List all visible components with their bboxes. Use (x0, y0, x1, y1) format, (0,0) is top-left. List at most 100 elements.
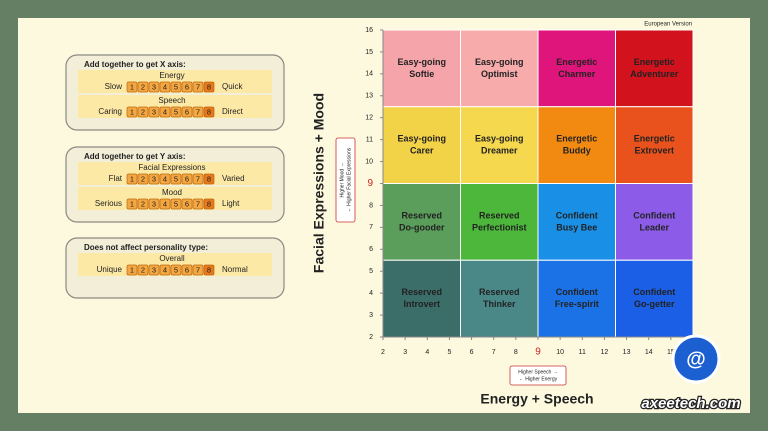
scale-box (126, 198, 138, 210)
scale-number: 3 (152, 107, 156, 116)
scale-number: 1 (130, 199, 134, 208)
scale-number: 8 (207, 82, 211, 91)
y-tick-label: 7 (369, 224, 373, 231)
scale-number: 3 (152, 199, 156, 208)
scale-number: 4 (163, 82, 167, 91)
scale-number: 7 (196, 107, 200, 116)
y-tick-label: 12 (365, 115, 373, 122)
scale-box (148, 198, 160, 210)
x-tick-label: 8 (514, 349, 518, 356)
scale-box (170, 198, 182, 210)
y-tick-label: 10 (365, 158, 373, 165)
row-band (78, 95, 272, 118)
scale-number: 2 (141, 265, 145, 274)
scale-box (181, 106, 193, 118)
x-tick-label: 9 (535, 347, 541, 358)
scale-box (126, 264, 138, 276)
scale-box (137, 173, 149, 185)
scale-box (203, 81, 215, 93)
scale-box (192, 264, 204, 276)
panel-heading: Add together to get X axis: (84, 60, 186, 69)
cell-label: Busy Bee (556, 222, 597, 232)
scale-box (137, 106, 149, 118)
row-title: Energy (159, 71, 184, 80)
scale-box (192, 173, 204, 185)
cell (615, 259, 694, 338)
row-band (78, 162, 272, 185)
scale-box (170, 173, 182, 185)
scale-number: 7 (196, 199, 200, 208)
row-right: Light (222, 199, 240, 208)
scale-number: 3 (152, 174, 156, 183)
scale-box (148, 173, 160, 185)
y-tick-label: 16 (365, 27, 373, 34)
cell-label: Adventurer (630, 69, 679, 79)
x-tick-label: 14 (645, 349, 653, 356)
row-band (78, 70, 272, 93)
scale-box (203, 198, 215, 210)
scale-number: 4 (163, 199, 167, 208)
scale-box (181, 173, 193, 185)
cell-label: Carer (410, 146, 434, 156)
x-tick-label: 6 (470, 349, 474, 356)
scale-number: 1 (130, 174, 134, 183)
panel-heading: Add together to get Y axis: (84, 152, 186, 161)
scale-number: 8 (207, 107, 211, 116)
cell-label: Confident (556, 210, 598, 220)
y-tick-label: 5 (369, 268, 373, 275)
scale-number: 8 (207, 199, 211, 208)
scale-number: 7 (196, 265, 200, 274)
scale-number: 4 (163, 265, 167, 274)
row-band (78, 253, 272, 276)
x-tick-label: 4 (425, 349, 429, 356)
cell-label: Reserved (479, 210, 520, 220)
scale-number: 8 (207, 174, 211, 183)
cell (537, 106, 616, 184)
row-title: Facial Expressions (138, 163, 205, 172)
y-note-box (335, 137, 356, 223)
cell-label: Confident (633, 210, 675, 220)
cell (615, 106, 694, 184)
x-note-box (509, 365, 567, 386)
scale-number: 6 (185, 174, 189, 183)
x-tick-label: 15 (667, 349, 675, 356)
scale-box (192, 81, 204, 93)
scale-box (126, 173, 138, 185)
cell-label: Reserved (479, 287, 520, 297)
x-title: Energy + Speech (480, 391, 593, 407)
row-left: Unique (97, 265, 123, 274)
cell-label: Energetic (634, 134, 675, 144)
cell-label: Energetic (556, 134, 597, 144)
scale-number: 7 (196, 82, 200, 91)
cell-label: Easy-going (397, 134, 446, 144)
watermark: axeetech.com (641, 395, 740, 412)
row-right: Direct (222, 107, 244, 116)
cell (460, 183, 539, 261)
cell-label: Do-gooder (399, 222, 445, 232)
cell-label: Confident (633, 287, 675, 297)
scale-box (126, 106, 138, 118)
scale-box (137, 81, 149, 93)
scale-box (126, 81, 138, 93)
scale-number: 3 (152, 265, 156, 274)
y-tick-label: 4 (369, 290, 373, 297)
scale-number: 5 (174, 199, 178, 208)
scale-number: 5 (174, 107, 178, 116)
scale-box (159, 106, 171, 118)
scale-box (159, 81, 171, 93)
cell (460, 29, 539, 108)
scale-box (159, 198, 171, 210)
y-tick-label: 2 (369, 334, 373, 341)
logo (671, 334, 721, 384)
x-tick-label: 13 (623, 349, 631, 356)
version: European Version (644, 22, 692, 28)
y-note: Higher Mood → (339, 162, 345, 197)
cell (615, 29, 694, 108)
scale-number: 6 (185, 265, 189, 274)
row-title: Speech (158, 96, 185, 105)
scale-box (170, 81, 182, 93)
x-tick-label: 11 (579, 349, 586, 356)
scale-box (170, 106, 182, 118)
x-tick-label: 5 (447, 349, 451, 356)
cell-label: Easy-going (397, 57, 446, 67)
